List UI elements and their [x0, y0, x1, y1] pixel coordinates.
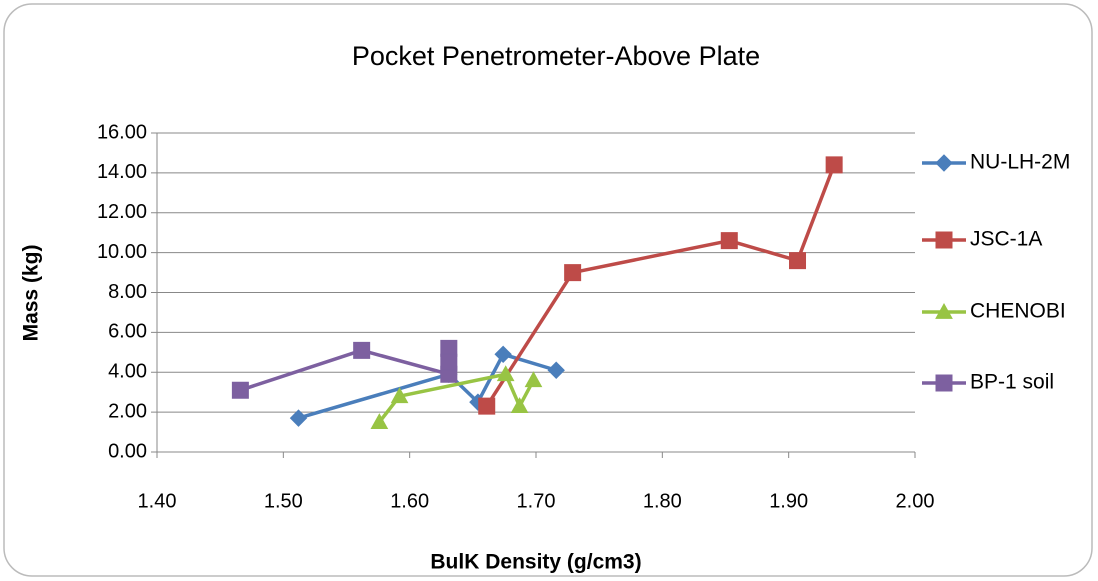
x-tick-label: 1.50 — [264, 490, 303, 512]
marker — [231, 381, 249, 399]
marker — [510, 397, 529, 414]
x-tick-label: 2.00 — [896, 490, 935, 512]
marker — [494, 345, 512, 364]
legend-label: JSC-1A — [970, 228, 1042, 251]
marker — [720, 232, 738, 250]
marker — [496, 365, 515, 382]
y-tick-label: 10.00 — [97, 241, 147, 263]
marker — [564, 264, 582, 282]
y-axis-label: Mass (kg) — [20, 245, 43, 342]
marker — [935, 154, 953, 172]
legend-label: BP-1 soil — [970, 371, 1054, 394]
legend-label: NU-LH-2M — [970, 151, 1070, 174]
marker — [789, 252, 807, 270]
x-tick-label: 1.40 — [138, 490, 177, 512]
marker — [289, 409, 308, 427]
marker — [478, 397, 496, 415]
y-tick-label: 0.00 — [108, 440, 147, 462]
marker — [825, 156, 843, 174]
y-tick-label: 2.00 — [108, 400, 147, 422]
marker — [440, 353, 458, 371]
marker — [353, 341, 371, 359]
y-tick-label: 4.00 — [108, 361, 147, 383]
marker — [935, 374, 953, 392]
x-tick-label: 1.70 — [517, 490, 556, 512]
y-tick-label: 8.00 — [108, 281, 147, 303]
x-tick-label: 1.80 — [643, 490, 682, 512]
legend-label: CHENOBI — [970, 300, 1066, 323]
marker — [524, 371, 543, 388]
chart-title: Pocket Penetrometer-Above Plate — [352, 41, 760, 71]
marker — [547, 361, 565, 379]
marker — [935, 302, 953, 319]
x-tick-label: 1.60 — [390, 490, 429, 512]
y-tick-label: 16.00 — [97, 121, 147, 143]
marker — [390, 387, 409, 404]
x-tick-label: 1.90 — [769, 490, 808, 512]
x-axis-label: BulK Density (g/cm3) — [430, 551, 641, 574]
marker — [370, 413, 389, 429]
y-tick-label: 6.00 — [108, 321, 147, 343]
y-tick-label: 14.00 — [97, 161, 147, 183]
marker — [935, 231, 953, 249]
y-tick-label: 12.00 — [97, 201, 147, 223]
chart-frame — [3, 3, 1093, 577]
